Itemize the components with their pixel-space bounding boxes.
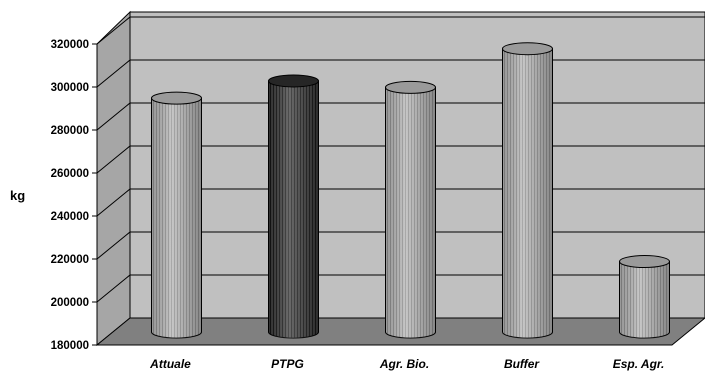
bar bbox=[151, 91, 202, 339]
x-tick-label: Buffer bbox=[504, 357, 540, 371]
y-tick-marks bbox=[92, 43, 97, 346]
bar-shading bbox=[151, 98, 202, 338]
bar bbox=[502, 42, 553, 339]
x-tick-label: PTPG bbox=[271, 357, 304, 371]
x-tick-label: Esp. Agr. bbox=[613, 357, 665, 371]
y-tick-label: 280000 bbox=[51, 125, 89, 137]
bar bbox=[619, 255, 670, 339]
bar bbox=[385, 80, 436, 339]
y-tick-label: 180000 bbox=[51, 340, 89, 352]
y-tick-label: 260000 bbox=[51, 168, 89, 180]
bar-top bbox=[385, 80, 436, 94]
bar-shading bbox=[502, 48, 553, 338]
x-tick-label: Attuale bbox=[149, 357, 191, 371]
bar-top bbox=[619, 255, 670, 269]
gridline bbox=[96, 16, 705, 45]
x-tick-label: Agr. Bio. bbox=[379, 357, 429, 371]
category-labels: Attuale PTPG Agr. Bio. Buffer Esp. Agr. bbox=[149, 357, 664, 371]
bar-top bbox=[502, 42, 553, 56]
chart-side-wall bbox=[96, 10, 131, 347]
bar-shading bbox=[268, 80, 319, 338]
bar-shading bbox=[385, 87, 436, 339]
y-tick-label: 320000 bbox=[51, 39, 89, 51]
y-axis-title: kg bbox=[10, 188, 25, 203]
bar-top bbox=[151, 91, 202, 105]
y-tick-label: 220000 bbox=[51, 254, 89, 266]
y-tick-labels: 180000 200000 220000 240000 260000 280000 3000… bbox=[51, 39, 89, 352]
y-tick-label: 300000 bbox=[51, 82, 89, 94]
bar bbox=[268, 74, 319, 339]
y-tick-label: 200000 bbox=[51, 297, 89, 309]
y-tick-label: 240000 bbox=[51, 211, 89, 223]
bar-shading bbox=[619, 261, 670, 338]
bar-top bbox=[268, 74, 319, 88]
bars bbox=[151, 42, 670, 339]
